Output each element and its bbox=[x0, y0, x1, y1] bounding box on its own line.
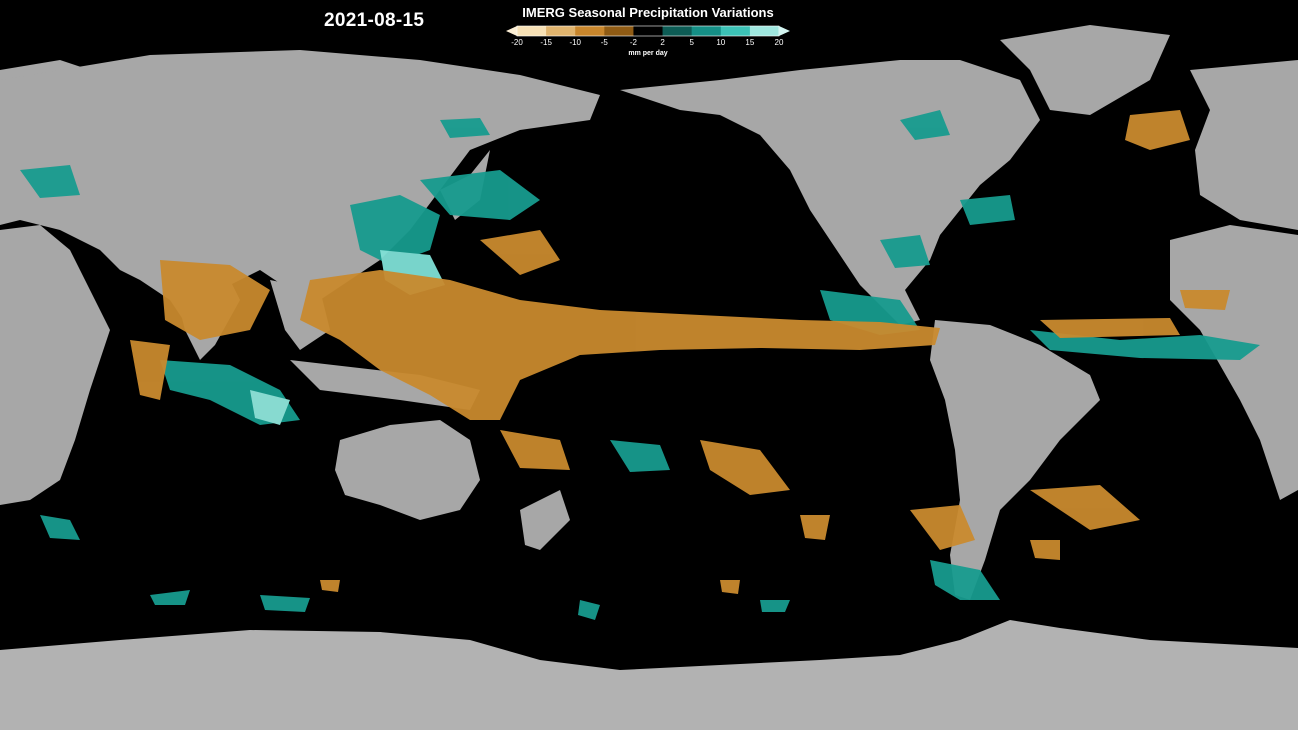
legend-tick-label: -15 bbox=[540, 38, 552, 47]
land-europe-east bbox=[1190, 60, 1298, 230]
legend-unit: mm per day bbox=[628, 50, 667, 57]
color-legend: IMERG Seasonal Precipitation Variations … bbox=[503, 5, 793, 67]
legend-swatch bbox=[575, 26, 605, 36]
wetter-anomalies bbox=[20, 110, 1260, 620]
legend-title: IMERG Seasonal Precipitation Variations bbox=[522, 5, 774, 20]
land-south-america bbox=[930, 320, 1100, 600]
legend-tick-label: 10 bbox=[716, 38, 725, 47]
legend-tick-label: 5 bbox=[689, 38, 694, 47]
land-greenland bbox=[1000, 25, 1170, 115]
land-new-zealand bbox=[520, 490, 570, 550]
legend-arrow-high bbox=[779, 26, 790, 36]
land-africa-west bbox=[0, 225, 110, 505]
legend-swatch bbox=[749, 26, 780, 36]
legend-arrow-low bbox=[506, 26, 517, 36]
legend-tick-label: -10 bbox=[569, 38, 581, 47]
legend-swatch bbox=[546, 26, 576, 36]
legend-swatch bbox=[662, 26, 693, 36]
legend-tick-label: 15 bbox=[745, 38, 754, 47]
land-australia bbox=[335, 420, 480, 520]
legend-tick-label: -20 bbox=[511, 38, 523, 47]
legend-swatch bbox=[720, 26, 751, 36]
legend-swatch bbox=[633, 26, 664, 36]
legend-tick-label: 2 bbox=[660, 38, 665, 47]
date-label: 2021-08-15 bbox=[324, 10, 425, 31]
land-indonesia bbox=[290, 360, 480, 410]
legend-tick-label: 20 bbox=[775, 38, 784, 47]
legend-swatch bbox=[691, 26, 722, 36]
land-antarctica bbox=[0, 620, 1298, 730]
legend-colorbar: -20 -15 -10 -5 -2 2 5 10 15 20 mm per day bbox=[506, 25, 790, 57]
legend-swatch bbox=[517, 26, 547, 36]
legend-swatch bbox=[604, 26, 634, 36]
drier-anomalies bbox=[130, 110, 1230, 594]
legend-tick-label: -2 bbox=[630, 38, 638, 47]
legend-tick-label: -5 bbox=[601, 38, 609, 47]
